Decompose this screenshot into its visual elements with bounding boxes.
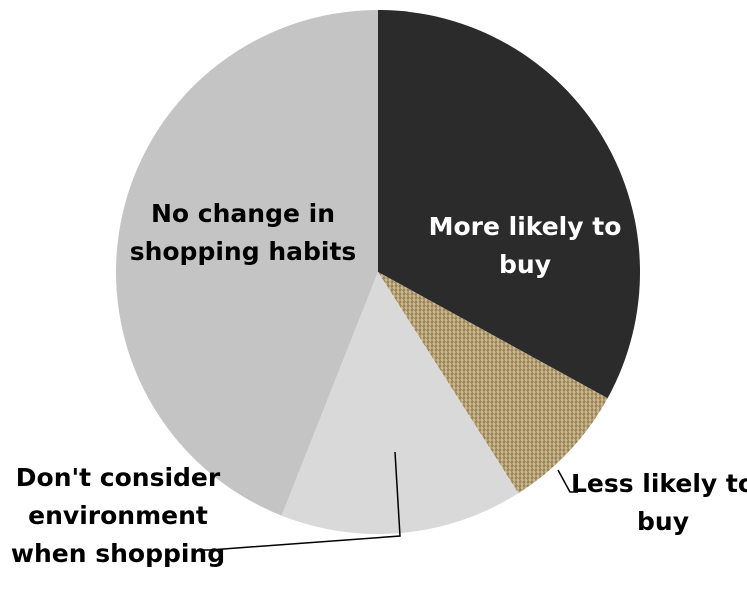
slice-label-line: Less likely to	[571, 469, 747, 498]
pie-slice-4	[115, 10, 378, 516]
slice-label-line: when shopping	[11, 539, 225, 568]
slice-label-4: No change in shopping habits	[130, 199, 357, 266]
slice-label-line: More likely to	[429, 212, 622, 241]
slice-label-line: buy	[499, 250, 551, 279]
leader-line-3	[203, 451, 401, 551]
slice-label-line: shopping habits	[130, 237, 357, 266]
leader-line-1	[557, 469, 578, 493]
slice-label-2: Less likely to buy	[571, 469, 747, 536]
pie-slice-3	[281, 272, 519, 534]
slice-label-line: No change in	[151, 199, 335, 228]
slice-label-line: buy	[637, 507, 689, 536]
slice-label-1: More likely to buy	[429, 212, 622, 279]
slice-label-3: Don't consider environment when shopping	[11, 463, 225, 568]
pie-slice-1	[378, 10, 640, 399]
slice-label-line: Don't consider	[16, 463, 221, 492]
slice-label-line: environment	[28, 501, 208, 530]
pie-slice-2	[378, 272, 608, 494]
